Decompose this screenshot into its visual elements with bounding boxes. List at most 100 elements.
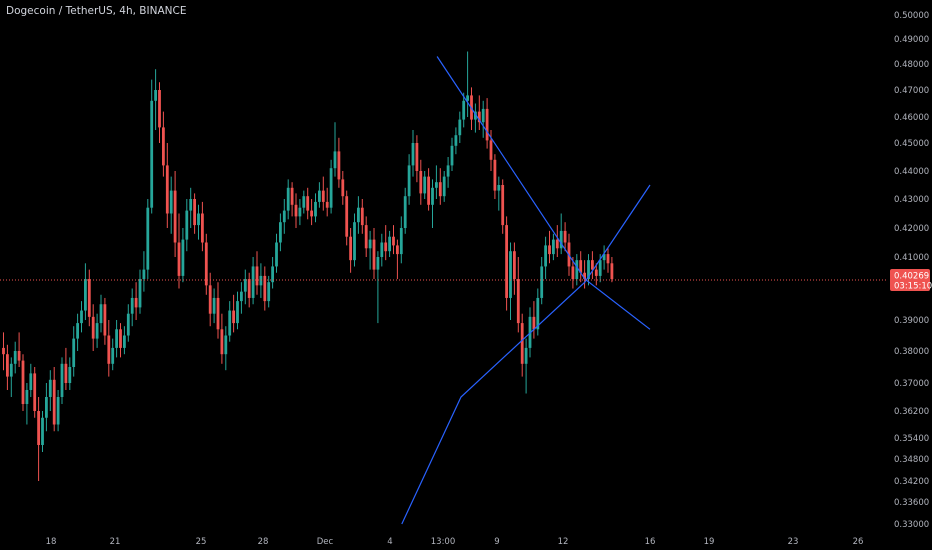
candle-body: [64, 363, 68, 383]
candle-body: [208, 285, 212, 314]
candle-body: [513, 251, 516, 280]
candle-body: [345, 196, 349, 237]
descending-trendline[interactable]: [436, 56, 651, 330]
price-tick-label: 0.47000: [894, 86, 929, 96]
candle-body: [353, 222, 356, 261]
candle-body: [489, 140, 493, 160]
candle-body: [411, 143, 415, 166]
candle-body: [17, 351, 21, 361]
candle-body: [501, 185, 505, 226]
time-tick-label: 28: [258, 537, 269, 547]
candle-body: [571, 266, 575, 280]
candle-body: [376, 257, 380, 270]
candle-body: [310, 210, 313, 217]
trendlines-layer[interactable]: [401, 56, 651, 525]
candle-body: [540, 266, 544, 298]
candle-body: [95, 323, 99, 339]
price-tick-label: 0.35400: [894, 434, 929, 444]
candle-body: [45, 397, 48, 418]
candle-body: [123, 335, 126, 348]
candle-body: [392, 236, 395, 246]
candle-body: [41, 417, 44, 445]
price-tick-label: 0.50000: [894, 11, 929, 21]
candle-body: [552, 239, 555, 255]
candle-body: [255, 266, 259, 286]
candle-body: [575, 260, 579, 280]
price-tick-label: 0.45000: [894, 139, 929, 149]
time-tick-label: 9: [494, 537, 499, 547]
candle-body: [403, 196, 407, 228]
candle-body: [228, 310, 232, 336]
candle-body: [240, 291, 243, 302]
candle-body: [602, 254, 606, 261]
candle-body: [68, 367, 72, 383]
candle-body: [474, 111, 477, 120]
candle-body: [197, 213, 200, 226]
time-axis[interactable]: 18 21 25 28 Dec 4 13:00 9 12 16 19 23 26: [46, 537, 864, 547]
candle-body: [333, 151, 337, 169]
candle-body: [286, 187, 290, 211]
candle-body: [442, 176, 446, 197]
candle-body: [587, 260, 590, 280]
price-tick-label: 0.39000: [894, 316, 929, 326]
candle-body: [306, 196, 310, 211]
candle-body: [509, 251, 512, 298]
candle-body: [325, 201, 329, 208]
price-tick-label: 0.34800: [894, 455, 929, 465]
candle-body: [267, 282, 271, 302]
candle-body: [544, 245, 547, 267]
candle-body: [130, 297, 134, 314]
candle-body: [438, 182, 442, 197]
candle-body: [341, 179, 345, 197]
candle-body: [318, 190, 321, 202]
candle-body: [84, 279, 87, 311]
price-tick-label: 0.46000: [894, 113, 929, 123]
candle-body: [314, 201, 317, 217]
candle-body: [364, 225, 368, 249]
price-axis[interactable]: 0.50000 0.49000 0.48000 0.47000 0.46000 0.450…: [894, 11, 929, 530]
time-tick-label: 25: [196, 537, 207, 547]
candle-body: [142, 269, 146, 280]
time-tick-label: 19: [704, 537, 715, 547]
candle-body: [294, 204, 298, 217]
candle-body: [610, 263, 614, 280]
candle-body: [119, 329, 122, 348]
candle-body: [481, 108, 485, 123]
candle-body: [431, 187, 434, 205]
candle-body: [321, 190, 325, 202]
chart-title: Dogecoin / TetherUS, 4h, BINANCE: [6, 5, 187, 17]
candle-body: [591, 260, 594, 270]
candle-body: [52, 379, 56, 425]
candle-body: [87, 279, 91, 317]
candle-body: [462, 100, 466, 120]
ascending-trendline[interactable]: [401, 184, 651, 525]
candle-body: [290, 187, 294, 205]
candle-body: [380, 242, 384, 257]
candle-body: [72, 338, 76, 367]
price-tick-label: 0.43000: [894, 195, 929, 205]
candle-body: [532, 316, 536, 330]
candle-body: [505, 225, 508, 298]
candle-body: [48, 379, 52, 397]
candle-body: [435, 182, 438, 188]
candle-body: [427, 176, 430, 205]
candle-body: [497, 185, 501, 191]
candle-body: [25, 390, 29, 404]
candle-body: [337, 151, 341, 180]
candle-body: [91, 316, 95, 339]
candle-body: [563, 230, 567, 243]
candle-body: [302, 196, 306, 208]
candle-body: [29, 373, 33, 390]
candle-body: [150, 100, 154, 208]
candle-body: [450, 145, 454, 166]
candle-body: [466, 95, 469, 101]
candle-body: [247, 279, 251, 298]
candle-body: [259, 275, 263, 286]
time-tick-label: 23: [788, 537, 799, 547]
price-tick-label: 0.33600: [894, 498, 929, 508]
time-tick-label: 4: [387, 537, 392, 547]
candle-body: [107, 335, 111, 364]
candle-body: [134, 297, 138, 308]
candle-body: [372, 239, 376, 270]
